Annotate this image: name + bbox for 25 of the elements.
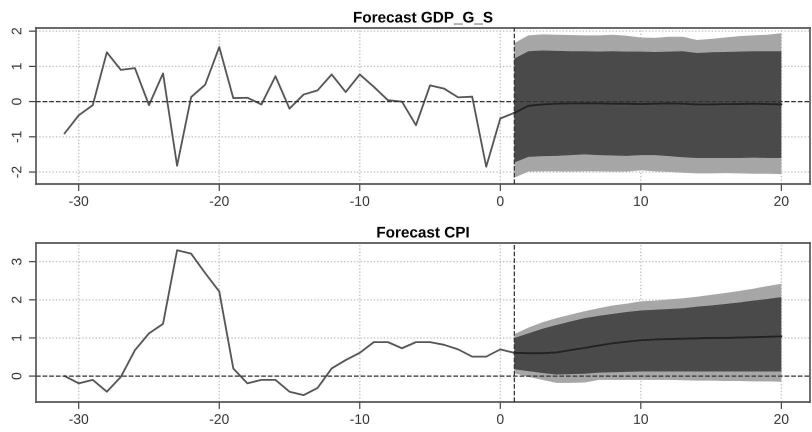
y-tick-label: -1 (12, 131, 22, 142)
x-tick-label: 20 (774, 196, 789, 206)
y-tick-label: 0 (12, 372, 22, 380)
line-series (513, 336, 782, 354)
y-tick-label: 1 (12, 63, 22, 70)
x-tick-label: -10 (350, 414, 370, 424)
x-tick-label: 20 (774, 414, 789, 424)
x-tick-label: 10 (634, 414, 648, 424)
x-tick-label: -20 (210, 414, 229, 424)
y-tick-label: 2 (12, 28, 22, 34)
x-tick-label: -10 (350, 196, 370, 206)
x-tick-label: 10 (634, 196, 648, 206)
y-tick-label: 0 (12, 98, 22, 105)
y-tick-label: 1 (12, 334, 22, 341)
y-tick-label: 3 (12, 258, 22, 266)
line-series (513, 102, 782, 114)
x-tick-label: -30 (69, 196, 88, 206)
x-tick-label: -30 (69, 414, 88, 424)
chart-title: Forecast GDP_G_S (354, 12, 492, 24)
x-tick-label: -20 (210, 196, 229, 206)
x-tick-label: 0 (496, 196, 504, 206)
y-tick-label: 2 (12, 296, 22, 303)
chart-title: Forecast CPI (377, 226, 469, 238)
y-tick-label: -2 (12, 166, 22, 178)
x-tick-label: 0 (496, 414, 504, 424)
